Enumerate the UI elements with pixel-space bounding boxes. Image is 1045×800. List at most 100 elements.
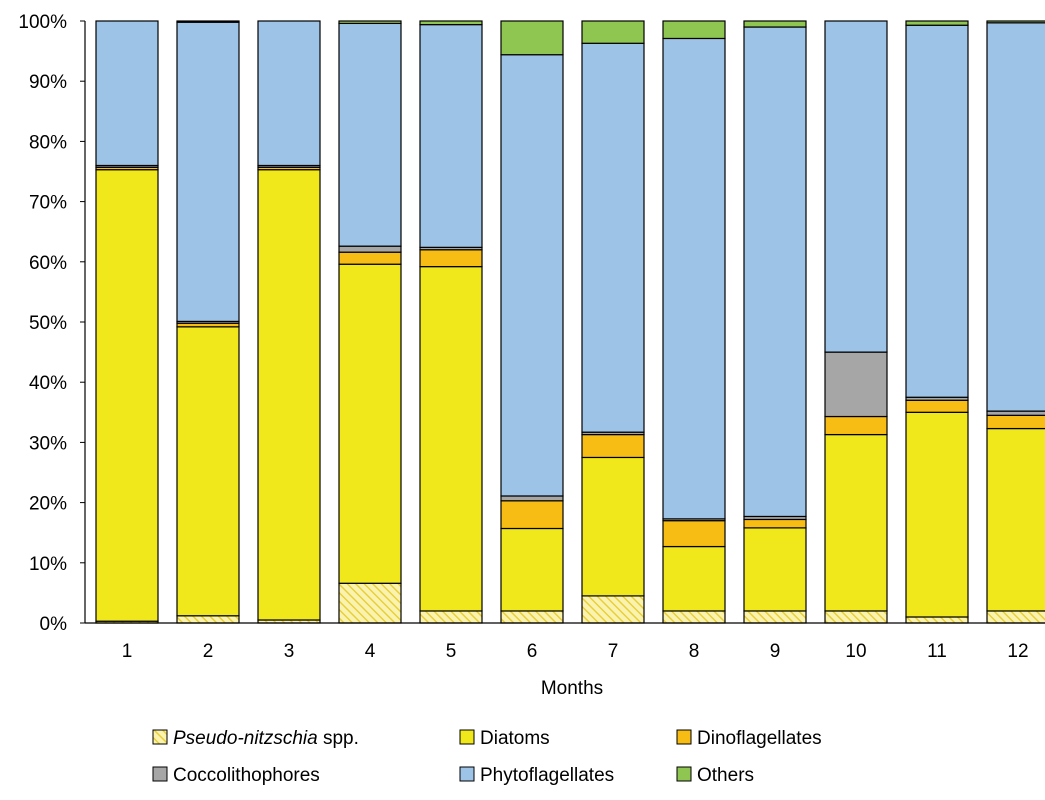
bar-segment-others <box>176 20 240 23</box>
bar-segment-pseudo-nitzschia-spp <box>581 595 645 624</box>
bar-segment-dinoflagellates <box>743 518 807 529</box>
bar-segment-phytoflagellates <box>95 20 159 167</box>
bar-segment-diatoms <box>662 545 726 612</box>
bar-stack-month-4 <box>338 20 402 624</box>
bar-stack-month-12 <box>986 20 1045 624</box>
legend-swatch <box>152 766 168 782</box>
legend-item: Dinoflagellates <box>676 728 822 749</box>
legend-item: Pseudo-nitzschia spp. <box>152 728 359 749</box>
x-tick-label: 7 <box>608 641 619 662</box>
bar-segment-dinoflagellates <box>419 249 483 268</box>
bar-stack-month-9 <box>743 20 807 624</box>
y-tick-label: 90% <box>29 72 67 93</box>
x-tick-label: 5 <box>446 641 457 662</box>
bar-segment-phytoflagellates <box>500 54 564 497</box>
bar-segment-pseudo-nitzschia-spp <box>743 610 807 624</box>
bar-segment-diatoms <box>257 169 321 621</box>
bar-segment-dinoflagellates <box>338 251 402 265</box>
legend-label: Dinoflagellates <box>697 728 822 749</box>
bar-segment-pseudo-nitzschia-spp <box>176 615 240 624</box>
legend: Pseudo-nitzschia spp. Diatoms Dinoflagella… <box>152 728 822 786</box>
bar-segment-pseudo-nitzschia-spp <box>662 610 726 624</box>
bar-segment-diatoms <box>95 169 159 622</box>
bar-segment-others <box>986 20 1045 24</box>
y-tick-label: 40% <box>29 373 67 394</box>
x-tick-label: 10 <box>845 641 866 662</box>
x-tick-label: 8 <box>689 641 700 662</box>
bar-segment-diatoms <box>581 456 645 597</box>
bar-segment-pseudo-nitzschia-spp <box>824 610 888 624</box>
bar-stack-month-3 <box>257 20 321 624</box>
bar-segment-diatoms <box>743 527 807 612</box>
bar-segment-dinoflagellates <box>500 500 564 530</box>
bar-stack-month-1 <box>95 20 159 624</box>
bar-stack-month-11 <box>905 20 969 624</box>
bar-stack-month-5 <box>419 20 483 624</box>
y-tick-label: 30% <box>29 433 67 454</box>
bar-segment-phytoflagellates <box>743 26 807 518</box>
legend-swatch <box>676 766 692 782</box>
bar-segment-diatoms <box>419 266 483 612</box>
x-tick-label: 3 <box>284 641 295 662</box>
bar-segment-coccolithophores <box>986 410 1045 416</box>
x-tick-label: 6 <box>527 641 538 662</box>
bar-segment-others <box>905 20 969 26</box>
bar-segment-dinoflagellates <box>986 414 1045 430</box>
x-tick-label: 1 <box>122 641 133 662</box>
bar-segment-phytoflagellates <box>905 24 969 398</box>
bar-stack-month-10 <box>824 20 888 624</box>
bar-segment-pseudo-nitzschia-spp <box>986 610 1045 624</box>
bar-segment-others <box>662 20 726 40</box>
bar-segment-coccolithophores <box>338 245 402 253</box>
bar-segment-diatoms <box>500 527 564 612</box>
legend-label: Coccolithophores <box>173 765 320 786</box>
y-tick-label: 80% <box>29 132 67 153</box>
bar-segment-phytoflagellates <box>176 21 240 322</box>
bar-segment-phytoflagellates <box>419 24 483 248</box>
y-tick-label: 60% <box>29 253 67 274</box>
x-tick-label: 12 <box>1007 641 1028 662</box>
legend-swatch <box>459 766 475 782</box>
legend-label: Diatoms <box>480 728 550 749</box>
y-tick-label: 10% <box>29 554 67 575</box>
legend-swatch <box>152 729 168 745</box>
bar-segment-diatoms <box>824 433 888 612</box>
bar-segment-dinoflagellates <box>581 433 645 459</box>
bar-segment-others <box>338 20 402 25</box>
bar-segment-others <box>500 20 564 56</box>
legend-swatch <box>676 729 692 745</box>
axis-layer: 0%10%20%30%40%50%60%70%80%90%100%1 2 3 4 5 6 7… <box>18 12 1045 699</box>
bar-segment-others <box>743 20 807 28</box>
bar-segment-coccolithophores <box>824 351 888 418</box>
bar-segment-phytoflagellates <box>257 20 321 167</box>
bar-segment-diatoms <box>905 411 969 618</box>
bar-segment-phytoflagellates <box>581 42 645 433</box>
x-tick-label: 2 <box>203 641 214 662</box>
bar-segment-dinoflagellates <box>905 399 969 413</box>
legend-item: Others <box>676 765 754 786</box>
bar-segment-pseudo-nitzschia-spp <box>500 610 564 624</box>
bar-segment-pseudo-nitzschia-spp <box>338 582 402 624</box>
legend-item: Diatoms <box>459 728 550 749</box>
bar-segment-phytoflagellates <box>986 22 1045 412</box>
bar-segment-others <box>419 20 483 26</box>
bar-segment-phytoflagellates <box>824 20 888 353</box>
x-tick-label: 9 <box>770 641 781 662</box>
bar-segment-coccolithophores <box>500 495 564 502</box>
bar-segment-diatoms <box>986 427 1045 612</box>
legend-item: Phytoflagellates <box>459 765 614 786</box>
bar-segment-diatoms <box>338 263 402 584</box>
bar-segment-dinoflagellates <box>824 415 888 436</box>
y-tick-label: 70% <box>29 193 67 214</box>
x-tick-label: 11 <box>927 641 947 662</box>
bar-stack-month-2 <box>176 20 240 624</box>
bar-stack-month-7 <box>581 20 645 624</box>
bar-stack-month-6 <box>500 20 564 624</box>
x-axis-title: Months <box>541 678 603 699</box>
y-tick-label: 0% <box>40 614 68 635</box>
bar-segment-phytoflagellates <box>338 22 402 247</box>
x-tick-label: 4 <box>365 641 376 662</box>
bar-segment-pseudo-nitzschia-spp <box>419 610 483 624</box>
